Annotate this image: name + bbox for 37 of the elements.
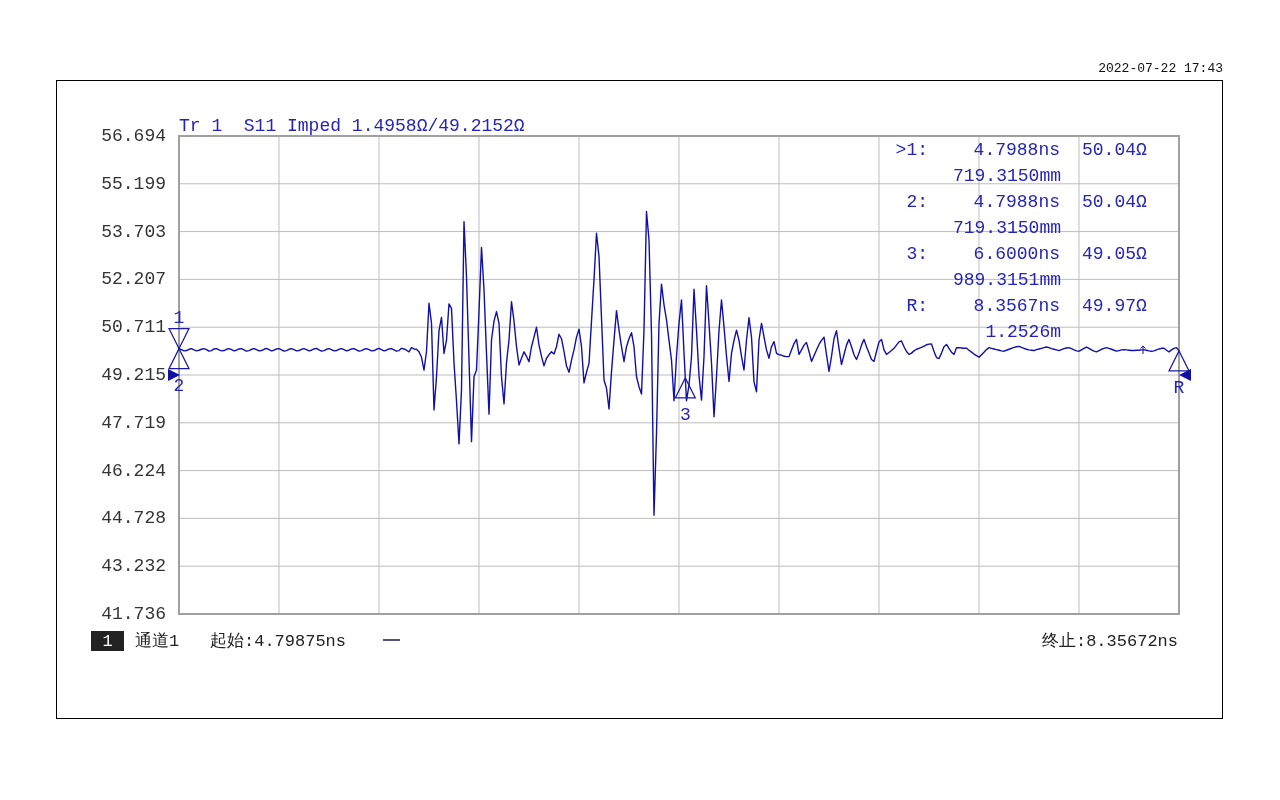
annotation: 4.7988ns [973, 192, 1060, 212]
y-tick-label: 46.224 [101, 460, 166, 481]
y-tick-label: 41.736 [101, 604, 166, 624]
annotation: 6.6000ns [973, 244, 1060, 264]
chart-title: Tr 1 S11 Imped 1.4958Ω/49.2152Ω [179, 116, 525, 136]
annotation: 49.97Ω [1082, 296, 1148, 316]
annotation: 2 [173, 375, 185, 396]
text: 2022-07-22 17:43 [1098, 60, 1223, 76]
annotation: 49.05Ω [1082, 244, 1148, 264]
y-tick-label: 52.207 [101, 269, 166, 290]
annotation: 1 [173, 307, 185, 328]
annotation: 3: [906, 244, 928, 264]
annotation: 3 [679, 404, 691, 425]
y-tick-label: 50.711 [101, 317, 166, 338]
y-tick-label: 55.199 [101, 173, 166, 194]
annotation: 1.2526m [985, 322, 1061, 342]
text: 终止:8.35672ns [1041, 631, 1178, 651]
annotation: 2: [906, 192, 928, 212]
annotation: 4.7988ns [973, 140, 1060, 160]
annotation: 50.04Ω [1082, 140, 1148, 160]
y-tick-label: 56.694 [101, 126, 166, 146]
y-tick-label: 44.728 [101, 508, 166, 529]
annotation: 50.04Ω [1082, 192, 1148, 212]
y-tick-label: 43.232 [101, 556, 166, 577]
annotation: 719.3150mm [952, 218, 1061, 238]
annotation: 989.3151mm [952, 270, 1061, 290]
y-tick-label: 47.719 [101, 412, 166, 433]
annotation: R [1173, 377, 1185, 398]
annotation: >1: [895, 140, 928, 160]
text: 起始:4.79875ns [210, 631, 347, 651]
text: 通道1 [135, 630, 180, 651]
y-tick-label: 49.215 [101, 365, 166, 385]
annotation: R: [906, 296, 928, 316]
y-tick-label: 53.703 [101, 221, 166, 242]
annotation: 8.3567ns [973, 296, 1060, 316]
text: 1 [102, 631, 113, 651]
annotation: 719.3150mm [952, 166, 1061, 186]
